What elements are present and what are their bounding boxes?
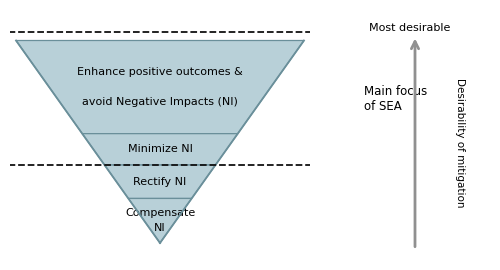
Text: Main focus
of SEA: Main focus of SEA [364, 85, 428, 113]
Polygon shape [16, 40, 304, 134]
Text: Rectify NI: Rectify NI [134, 177, 186, 187]
Text: Most desirable: Most desirable [370, 23, 450, 33]
Polygon shape [82, 134, 238, 165]
Polygon shape [104, 165, 216, 198]
Text: Desirability of mitigation: Desirability of mitigation [455, 78, 465, 207]
Text: Minimize NI: Minimize NI [128, 144, 192, 154]
Text: Enhance positive outcomes &

avoid Negative Impacts (NI): Enhance positive outcomes & avoid Negati… [77, 67, 243, 107]
Polygon shape [128, 198, 192, 243]
Text: Compensate
NI: Compensate NI [125, 208, 195, 233]
